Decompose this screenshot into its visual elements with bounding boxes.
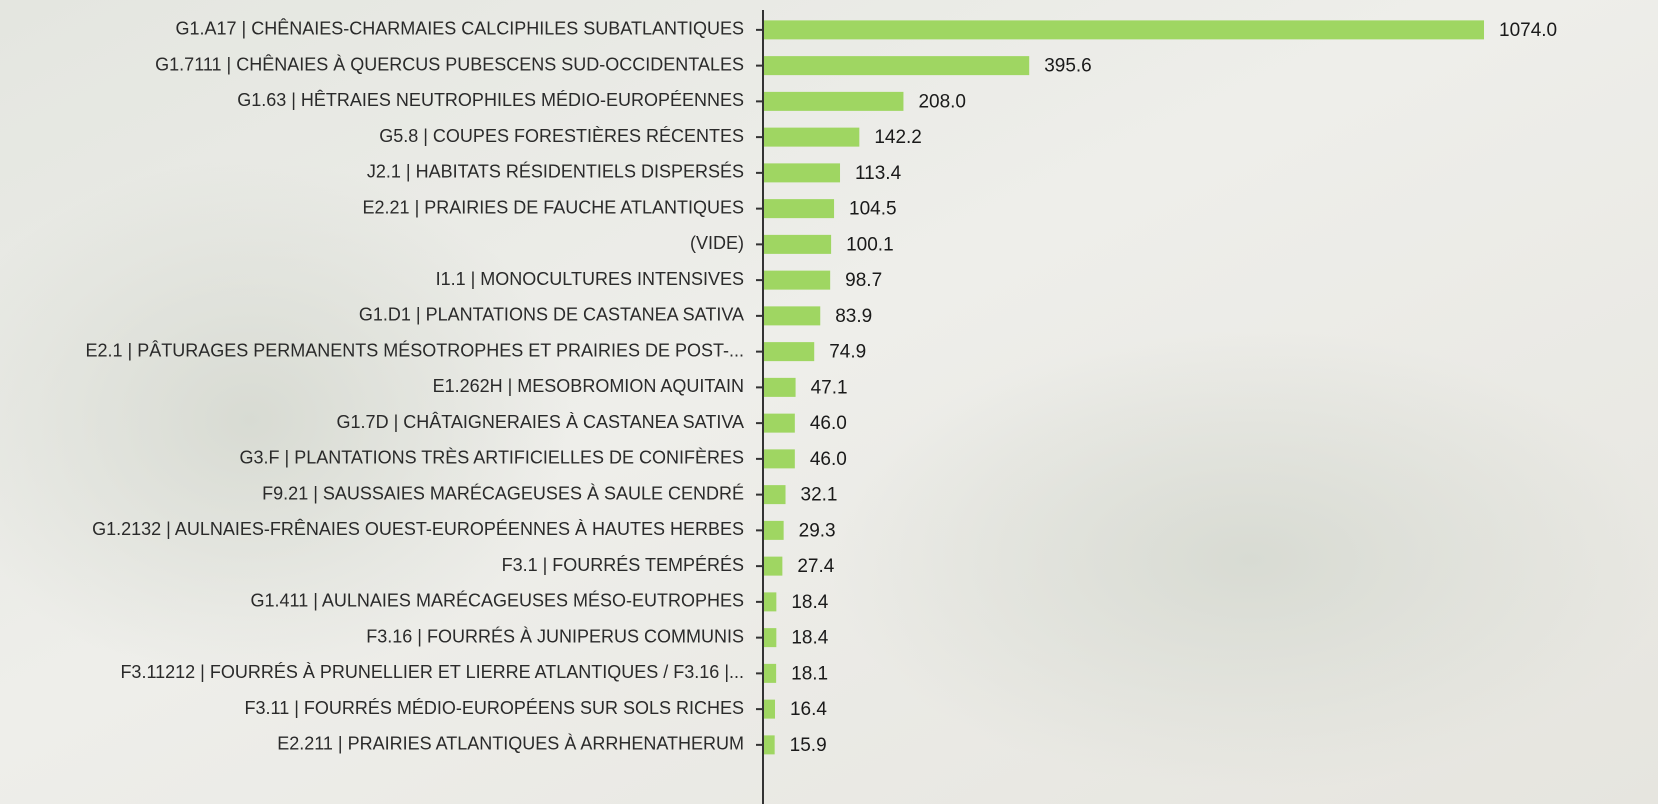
y-tick-label: G1.2132 | AULNAIES-FRÊNAIES OUEST-EUROPÉ…: [92, 519, 744, 539]
bar: [764, 306, 821, 326]
y-tick-label: F3.11 | FOURRÉS MÉDIO-EUROPÉENS SUR SOLS…: [245, 698, 744, 718]
value-label: 18.1: [791, 663, 828, 684]
bar: [764, 377, 796, 397]
y-tick-label: F3.1 | FOURRÉS TEMPÉRÉS: [502, 555, 744, 575]
value-label: 18.4: [791, 628, 828, 649]
bar: [764, 735, 775, 755]
y-tick-label: G1.63 | HÊTRAIES NEUTROPHILES MÉDIO-EURO…: [237, 90, 744, 110]
bar: [764, 342, 815, 362]
bar: [764, 449, 795, 469]
value-label: 104.5: [849, 199, 897, 220]
y-tick-label: G1.411 | AULNAIES MARÉCAGEUSES MÉSO-EUTR…: [251, 591, 744, 611]
bar: [764, 91, 904, 111]
y-tick-label: G3.F | PLANTATIONS TRÈS ARTIFICIELLES DE…: [240, 448, 744, 468]
y-tick-label: G1.D1 | PLANTATIONS DE CASTANEA SATIVA: [359, 305, 744, 325]
y-tick-label: G1.7D | CHÂTAIGNERAIES À CASTANEA SATIVA: [337, 412, 744, 432]
bar: [764, 413, 795, 433]
y-tick-label: E1.262H | MESOBROMION AQUITAIN: [433, 376, 744, 396]
y-tick-label: E2.211 | PRAIRIES ATLANTIQUES À ARRHENAT…: [277, 734, 744, 754]
bar: [764, 56, 1030, 76]
value-label: 15.9: [790, 735, 827, 756]
value-label: 29.3: [799, 520, 836, 541]
value-label: 46.0: [810, 449, 847, 470]
bar: [764, 699, 775, 719]
y-tick-label: (VIDE): [690, 233, 744, 253]
y-tick-label: F3.16 | FOURRÉS À JUNIPERUS COMMUNIS: [366, 626, 744, 646]
value-label: 32.1: [801, 485, 838, 506]
value-label: 74.9: [829, 342, 866, 363]
value-label: 395.6: [1044, 56, 1092, 77]
bar: [764, 663, 777, 683]
bar: [764, 270, 831, 290]
y-tick-label: E2.1 | PÂTURAGES PERMANENTS MÉSOTROPHES …: [86, 340, 745, 360]
bar: [764, 20, 1484, 40]
y-tick-label: G1.7111 | CHÊNAIES À QUERCUS PUBESCENS S…: [155, 54, 744, 74]
bar: [764, 485, 786, 505]
value-label: 46.0: [810, 413, 847, 434]
bar: [764, 127, 860, 147]
value-label: 1074.0: [1499, 20, 1557, 41]
y-tick-label: J2.1 | HABITATS RÉSIDENTIELS DISPERSÉS: [367, 162, 744, 182]
value-label: 83.9: [835, 306, 872, 327]
bar: [764, 628, 777, 648]
value-label: 27.4: [797, 556, 834, 577]
bar: [764, 163, 841, 183]
value-label: 113.4: [855, 163, 902, 184]
y-tick-label: F3.11212 | FOURRÉS À PRUNELLIER ET LIERR…: [120, 662, 744, 682]
y-tick-label: G1.A17 | CHÊNAIES-CHARMAIES CALCIPHILES …: [176, 19, 745, 39]
value-label: 47.1: [811, 377, 848, 398]
value-label: 100.1: [846, 234, 894, 255]
value-label: 18.4: [791, 592, 828, 613]
value-label: 98.7: [845, 270, 882, 291]
value-label: 16.4: [790, 699, 827, 720]
y-tick-label: I1.1 | MONOCULTURES INTENSIVES: [436, 269, 744, 289]
bar: [764, 592, 777, 612]
bar: [764, 520, 784, 540]
bar: [764, 556, 783, 576]
y-tick-label: F9.21 | SAUSSAIES MARÉCAGEUSES À SAULE C…: [262, 483, 744, 503]
y-tick-label: E2.21 | PRAIRIES DE FAUCHE ATLANTIQUES: [363, 197, 744, 217]
value-label: 142.2: [874, 127, 922, 148]
bar: [764, 234, 832, 254]
y-tick-label: G5.8 | COUPES FORESTIÈRES RÉCENTES: [379, 126, 744, 146]
value-label: 208.0: [918, 91, 966, 112]
bar: [764, 199, 835, 219]
background-shade: [0, 160, 570, 680]
background-shade: [830, 330, 1658, 790]
